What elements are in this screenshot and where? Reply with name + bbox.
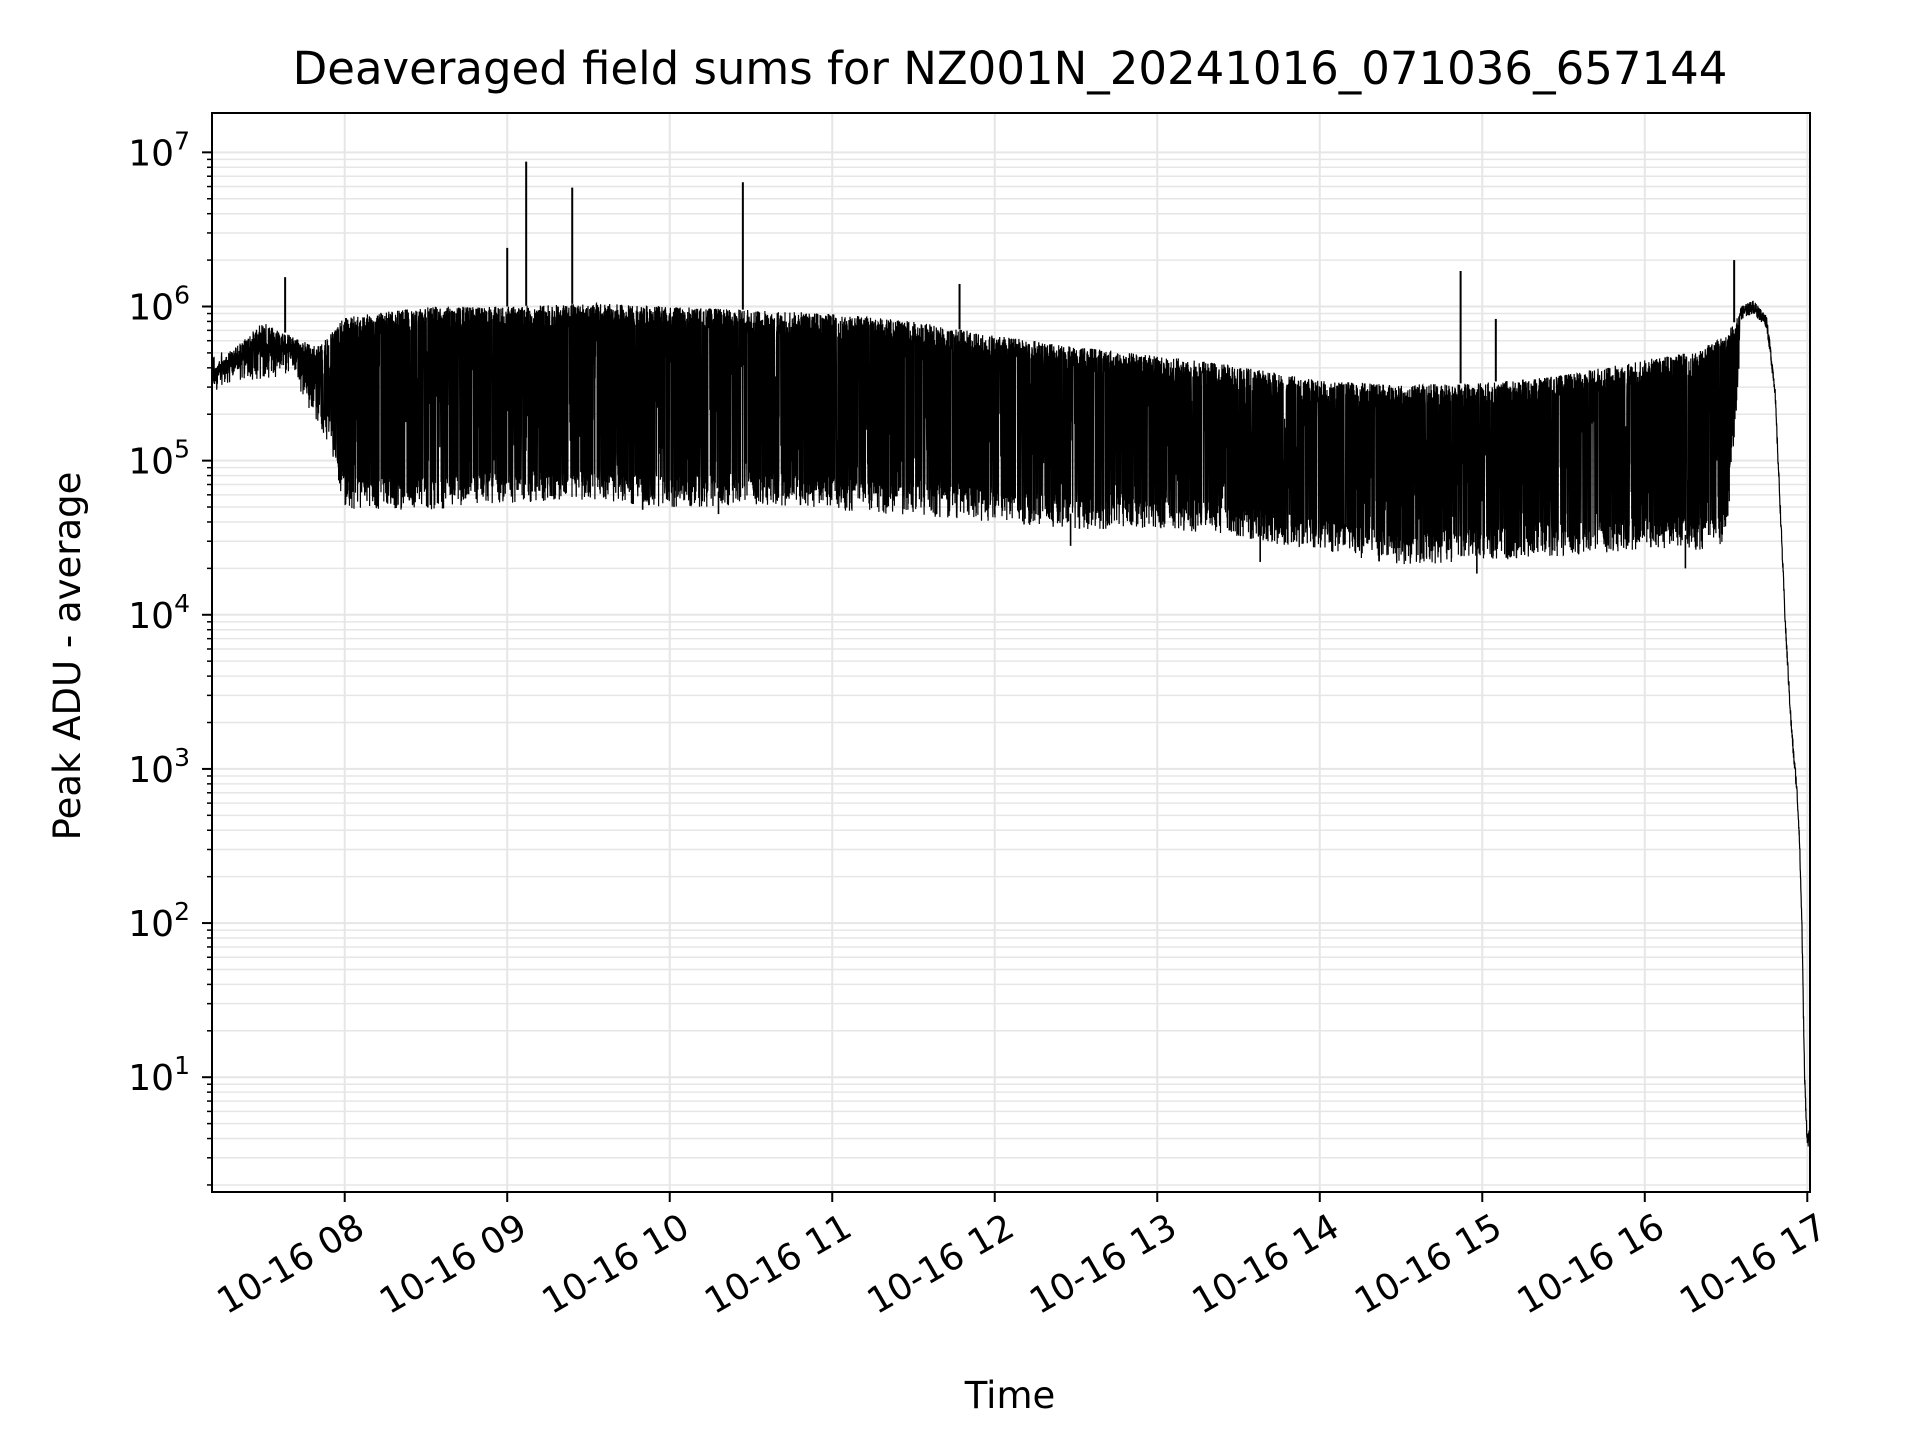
y-tick-label: 106: [128, 280, 190, 328]
y-tick-label: 107: [128, 126, 190, 174]
x-axis-label: Time: [964, 1374, 1056, 1417]
series-line: [211, 300, 1811, 1147]
y-tick-label: 103: [128, 743, 190, 791]
y-tick-label: 102: [128, 897, 190, 945]
chart-title: Deaveraged field sums for NZ001N_2024101…: [293, 42, 1728, 95]
data-layer: [211, 161, 1811, 1147]
y-axis-label: Peak ADU - average: [46, 472, 89, 841]
y-tick-label: 105: [128, 435, 190, 483]
y-tick-label: 104: [128, 589, 190, 637]
plot-frame: [211, 112, 1811, 1193]
y-tick-label: 101: [128, 1051, 190, 1099]
